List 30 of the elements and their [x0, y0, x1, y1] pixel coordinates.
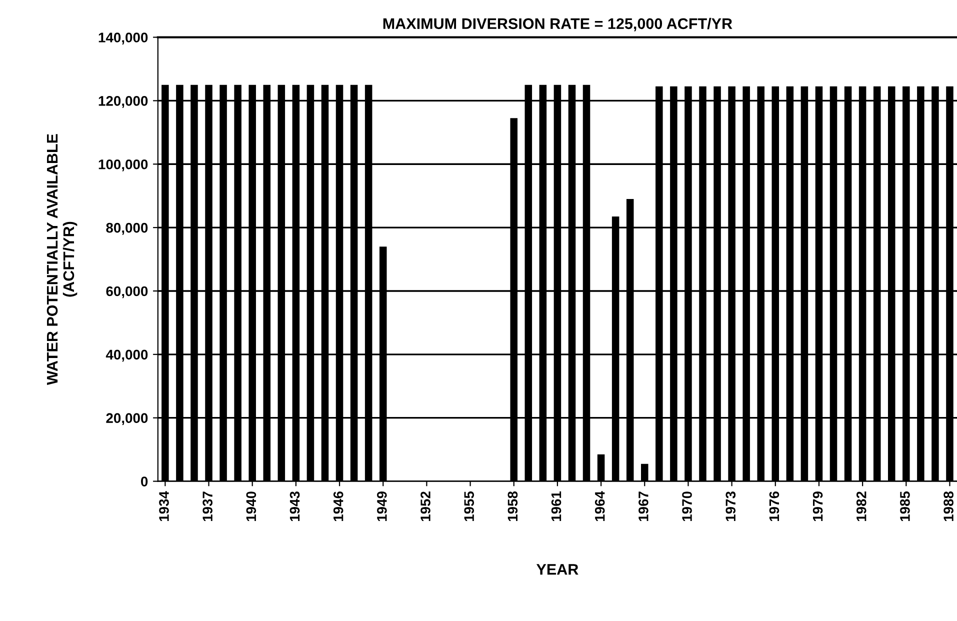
x-tick-label: 1955 [464, 491, 474, 522]
x-tick-label: 1982 [856, 492, 866, 522]
x-tick-label: 1988 [944, 491, 954, 522]
x-tick-label: 1979 [812, 492, 823, 522]
x-tick-label: 1937 [202, 492, 213, 522]
x-tick-label: 1964 [594, 491, 605, 522]
x-tick-label: 1958 [508, 491, 518, 522]
y-tick-label: 120,000 [98, 96, 148, 108]
y-tick-label: 0 [141, 476, 148, 486]
x-tick-label: 1946 [333, 491, 344, 522]
chart-title: MAXIMUM DIVERSION RATE = 125,000 ACFT/YR [383, 18, 732, 32]
x-tick-label: 1967 [638, 492, 648, 522]
y-axis-title: WATER POTENTIALLY AVAILABLE (ACFT/YR) [46, 134, 78, 386]
x-tick-label: 1934 [159, 491, 169, 522]
y-tick-label: 80,000 [106, 222, 148, 235]
y-tick-label: 40,000 [106, 350, 148, 362]
x-tick-label: 1961 [551, 491, 562, 522]
x-tick-label: 1952 [420, 492, 430, 522]
x-tick-label: 1973 [726, 491, 736, 522]
x-tick-label: 1949 [377, 492, 387, 522]
x-tick-label: 1976 [769, 491, 780, 522]
x-tick-label: 1970 [682, 492, 692, 522]
x-tick-label: 1985 [900, 491, 910, 522]
y-tick-label: 20,000 [106, 413, 148, 426]
y-tick-label: 60,000 [106, 286, 148, 298]
x-tick-label: 1943 [290, 491, 300, 522]
x-axis-title: YEAR [536, 564, 578, 575]
y-tick-label: 140,000 [98, 32, 148, 44]
x-tick-label: 1940 [246, 492, 256, 522]
y-tick-label: 100,000 [98, 159, 148, 172]
